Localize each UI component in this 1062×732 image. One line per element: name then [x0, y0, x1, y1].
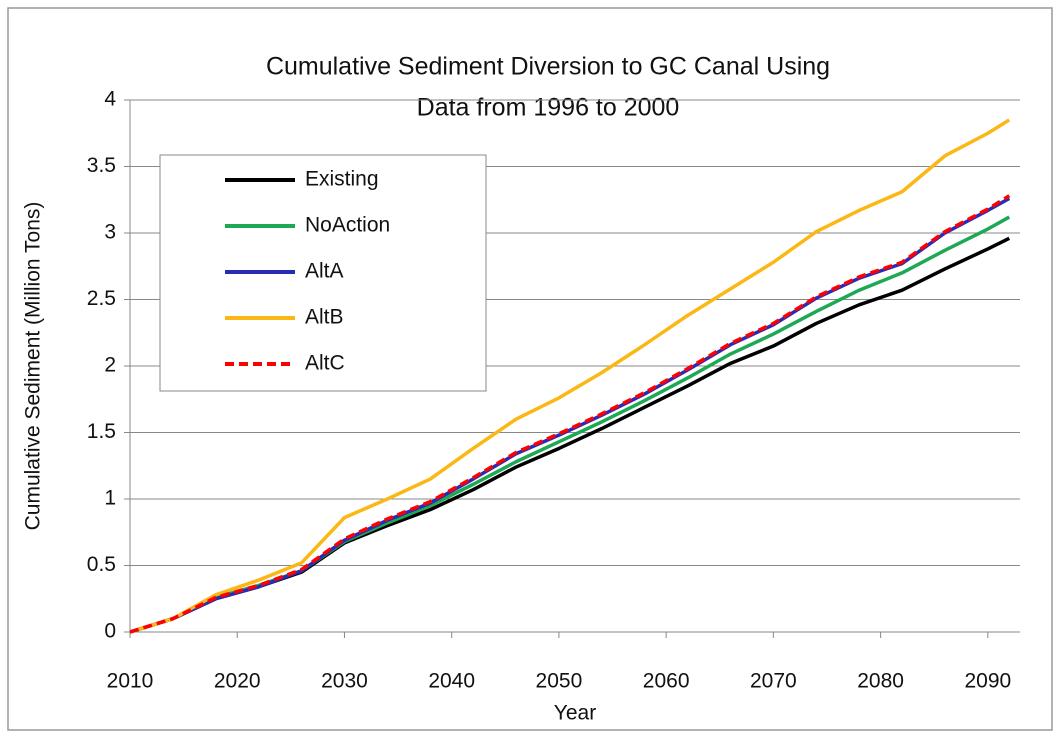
y-tick-label: 1: [104, 487, 116, 510]
legend-label: Existing: [305, 168, 379, 191]
x-tick-label: 2070: [750, 670, 797, 693]
y-tick-label: 0: [104, 620, 116, 643]
legend-label: NoAction: [305, 214, 390, 237]
y-axis-label: Cumulative Sediment (Million Tons): [22, 202, 45, 531]
y-tick-label: 1.5: [87, 420, 116, 443]
y-tick-label: 2.5: [87, 287, 116, 310]
legend-label: AltA: [305, 260, 344, 283]
x-tick-label: 2020: [214, 670, 261, 693]
x-tick-label: 2090: [964, 670, 1011, 693]
y-tick-label: 3.5: [87, 154, 116, 177]
chart-title: Data from 1996 to 2000: [417, 94, 680, 122]
legend-box: [159, 154, 487, 392]
x-tick-label: 2030: [321, 670, 368, 693]
series-line: [129, 118, 1011, 634]
x-tick-label: 2010: [107, 670, 154, 693]
x-tick-label: 2040: [428, 670, 475, 693]
legend-label: AltB: [305, 306, 344, 329]
y-tick-label: 2: [104, 354, 116, 377]
x-tick-label: 2050: [536, 670, 583, 693]
y-tick-label: 3: [104, 221, 116, 244]
y-tick-label: 4: [104, 88, 116, 111]
chart-title: Cumulative Sediment Diversion to GC Cana…: [266, 53, 830, 81]
y-tick-label: 0.5: [87, 553, 116, 576]
x-tick-label: 2060: [643, 670, 690, 693]
legend-label: AltC: [305, 352, 345, 375]
x-axis-label: Year: [554, 702, 596, 725]
x-tick-label: 2080: [857, 670, 904, 693]
series-line: [129, 194, 1011, 634]
